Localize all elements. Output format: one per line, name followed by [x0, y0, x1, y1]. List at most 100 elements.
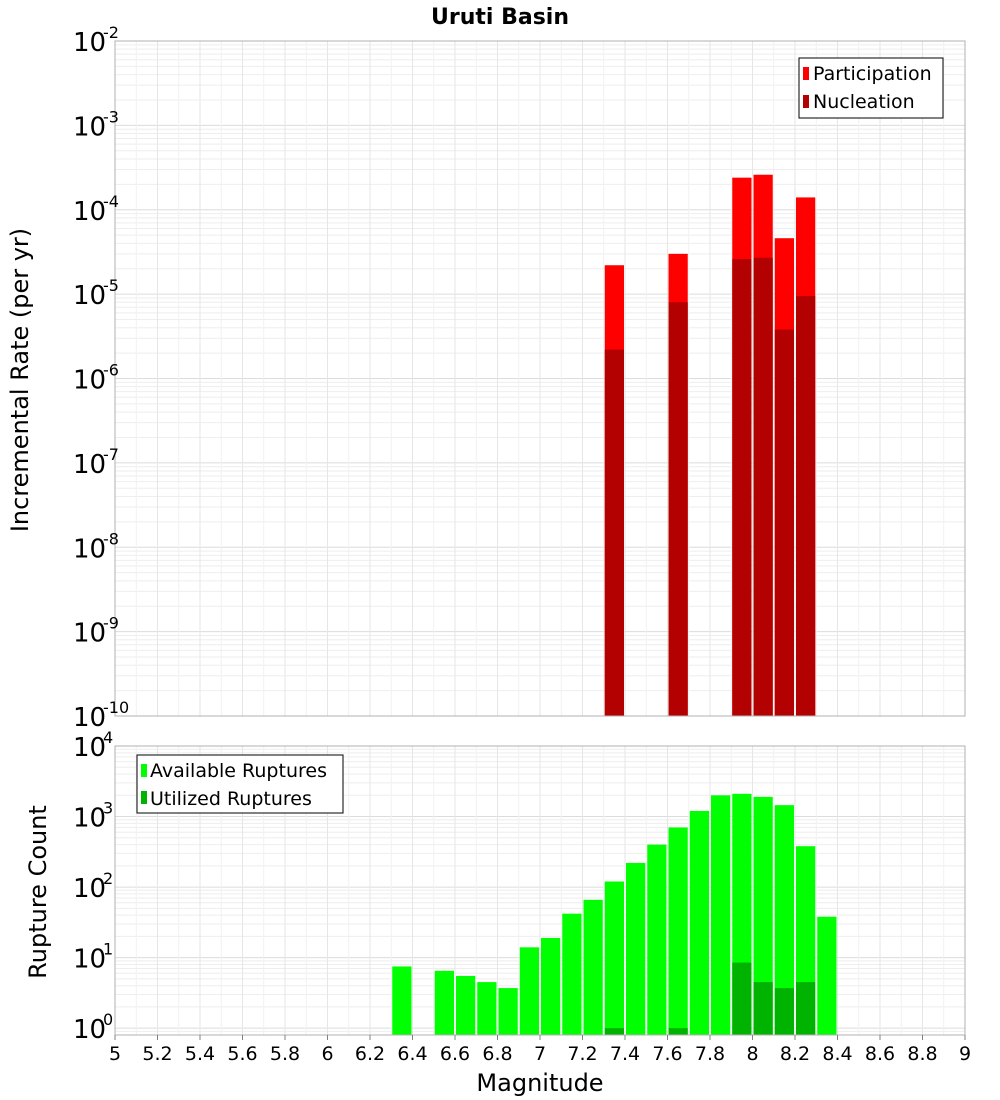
bottom-y-tick-label: 10	[73, 1015, 106, 1045]
bottom-bar-available-ruptures	[711, 795, 731, 1035]
top-plot-border	[114, 40, 966, 717]
top-y-tick-exponent: -4	[103, 192, 119, 211]
bottom-bar-available-ruptures	[689, 810, 709, 1035]
top-bar-nucleation	[732, 259, 752, 716]
bottom-y-tick-exponent: 3	[103, 799, 113, 818]
bottom-bar-available-ruptures	[604, 881, 624, 1035]
legend-label-available: Available Ruptures	[150, 760, 327, 782]
bottom-bar-utilized-ruptures	[796, 982, 816, 1035]
top-bars	[604, 174, 816, 717]
x-tick-label: 6.2	[355, 1043, 385, 1065]
legend-swatch-utilized	[141, 791, 147, 804]
x-tick-label: 8	[746, 1043, 758, 1065]
bottom-bar-available-ruptures	[817, 916, 837, 1035]
legend-label-participation: Participation	[813, 63, 932, 85]
x-tick-label: 9	[959, 1043, 971, 1065]
top-bar-nucleation	[753, 257, 773, 716]
x-tick-label: 6.4	[397, 1043, 427, 1065]
top-y-tick-exponent: -6	[103, 361, 119, 380]
bottom-bar-utilized-ruptures	[753, 982, 773, 1035]
chart-title: Uruti Basin	[431, 5, 569, 30]
top-y-tick-label: 10	[73, 366, 106, 396]
x-tick-label: 7.2	[567, 1043, 597, 1065]
top-y-axis-label: Incremental Rate (per yr)	[6, 228, 34, 532]
bottom-bar-available-ruptures	[541, 937, 561, 1035]
x-tick-label: 8.6	[865, 1043, 895, 1065]
top-y-tick-exponent: -10	[103, 698, 129, 717]
bottom-y-tick-exponent: 1	[103, 940, 113, 959]
x-tick-label: 6.6	[440, 1043, 470, 1065]
top-y-tick-exponent: -7	[103, 445, 119, 464]
bottom-bar-utilized-ruptures	[604, 1028, 624, 1035]
legend-swatch-nucleation	[803, 95, 809, 108]
bottom-bar-available-ruptures	[477, 982, 497, 1035]
bottom-bars	[392, 793, 837, 1035]
bottom-bar-available-ruptures	[774, 805, 794, 1035]
bottom-y-tick-exponent: 4	[103, 728, 113, 747]
bottom-bar-available-ruptures	[519, 947, 539, 1035]
top-bar-nucleation	[668, 302, 688, 716]
top-y-tick-label: 10	[73, 112, 106, 142]
top-y-tick-label: 10	[73, 281, 106, 311]
top-y-tick-label: 10	[73, 450, 106, 480]
legend-swatch-participation	[803, 67, 809, 80]
x-tick-label: 5.6	[227, 1043, 257, 1065]
bottom-bar-available-ruptures	[434, 970, 454, 1035]
bottom-bar-available-ruptures	[753, 796, 773, 1035]
bottom-legend-box	[136, 754, 344, 814]
x-tick-label: 7.6	[652, 1043, 682, 1065]
x-tick-label: 5.4	[185, 1043, 215, 1065]
x-tick-label: 6.8	[482, 1043, 512, 1065]
x-tick-label: 7	[534, 1043, 546, 1065]
bottom-bar-available-ruptures	[668, 827, 688, 1035]
bottom-bar-available-ruptures	[562, 913, 582, 1035]
bottom-y-tick-label: 10	[73, 804, 106, 834]
legend-label-utilized: Utilized Ruptures	[150, 788, 312, 810]
bottom-y-tick-exponent: 2	[103, 869, 113, 888]
top-y-tick-label: 10	[73, 703, 106, 733]
top-y-tick-exponent: -8	[103, 529, 119, 548]
top-y-tick-label: 10	[73, 619, 106, 649]
top-bar-nucleation	[604, 349, 624, 716]
top-y-tick-label: 10	[73, 197, 106, 227]
top-y-tick-exponent: -5	[103, 276, 119, 295]
x-tick-label: 5	[109, 1043, 121, 1065]
x-tick-label: 7.8	[695, 1043, 725, 1065]
bottom-y-tick-label: 10	[73, 733, 106, 763]
x-tick-label: 8.8	[907, 1043, 937, 1065]
bottom-bar-available-ruptures	[456, 975, 476, 1035]
x-tick-label: 7.4	[610, 1043, 640, 1065]
bottom-x-ticks: 5 5.2 5.4 5.6 5.8 6 6.2 6.4 6.6 6.8 7 7.2 7.4 7.6 7.8 8…	[109, 1035, 971, 1065]
top-y-tick-exponent: -9	[103, 614, 119, 633]
x-tick-label: 6	[321, 1043, 333, 1065]
bottom-bar-available-ruptures	[498, 988, 518, 1035]
top-legend: Participation Nucleation	[798, 57, 944, 119]
x-tick-label: 8.4	[822, 1043, 852, 1065]
top-grid	[114, 41, 966, 717]
bottom-bar-available-ruptures	[647, 844, 667, 1035]
legend-label-nucleation: Nucleation	[813, 91, 915, 113]
legend-swatch-available	[141, 764, 147, 777]
bottom-bar-available-ruptures	[583, 899, 603, 1035]
top-y-tick-exponent: -2	[103, 23, 119, 42]
x-tick-label: 5.8	[270, 1043, 300, 1065]
bottom-y-tick-label: 10	[73, 874, 106, 904]
bottom-bar-available-ruptures	[392, 966, 412, 1035]
top-bar-nucleation	[796, 296, 816, 716]
top-y-tick-exponent: -3	[103, 107, 119, 126]
bottom-legend: Available Ruptures Utilized Ruptures	[136, 754, 344, 814]
top-bar-nucleation	[774, 329, 794, 716]
bottom-bar-available-ruptures	[626, 862, 646, 1035]
bottom-bar-utilized-ruptures	[774, 988, 794, 1035]
top-y-tick-label: 10	[73, 534, 106, 564]
x-tick-label: 5.2	[142, 1043, 172, 1065]
x-tick-label: 8.2	[780, 1043, 810, 1065]
top-y-tick-label: 10	[73, 28, 106, 58]
bottom-y-axis-label: Rupture Count	[24, 805, 52, 979]
bottom-y-tick-label: 10	[73, 945, 106, 975]
